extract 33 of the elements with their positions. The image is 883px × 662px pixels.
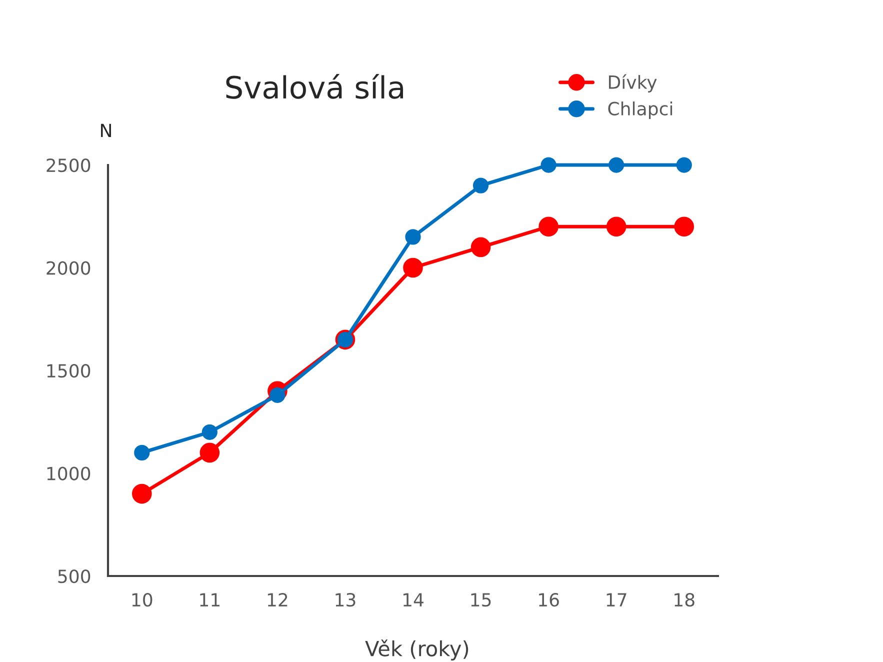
legend-label: Chlapci bbox=[608, 101, 672, 119]
x-tick-label: 14 bbox=[403, 593, 424, 606]
y-tick-label: 500 bbox=[58, 569, 90, 584]
point bbox=[132, 484, 152, 504]
x-tick-label: 15 bbox=[471, 593, 491, 607]
y-tick-label: 1500 bbox=[47, 364, 90, 378]
point bbox=[540, 157, 556, 173]
x-axis-title: Věk (roky) bbox=[365, 640, 468, 660]
point bbox=[134, 444, 150, 461]
point bbox=[200, 442, 220, 463]
point bbox=[538, 216, 558, 237]
point bbox=[470, 237, 491, 258]
y-axis-title: N bbox=[101, 124, 111, 137]
point bbox=[608, 157, 624, 173]
point bbox=[606, 216, 626, 237]
x-tick-label: 11 bbox=[200, 593, 220, 606]
x-tick-label: 12 bbox=[268, 592, 288, 606]
point bbox=[405, 229, 421, 245]
y-tick-label: 2500 bbox=[46, 158, 90, 172]
point bbox=[676, 157, 692, 173]
point bbox=[403, 258, 423, 278]
x-tick-label: 13 bbox=[336, 592, 356, 607]
point bbox=[202, 424, 218, 440]
y-tick-label: 1000 bbox=[47, 466, 90, 480]
chart-title: Svalová síla bbox=[226, 74, 403, 99]
y-tick-label: 2000 bbox=[46, 261, 90, 275]
x-tick-label: 10 bbox=[132, 592, 152, 607]
x-tick-label: 16 bbox=[539, 592, 559, 607]
point bbox=[674, 216, 694, 237]
x-tick-label: 17 bbox=[606, 593, 626, 606]
x-tick-label: 18 bbox=[674, 592, 694, 607]
point bbox=[472, 178, 489, 194]
legend-label: Dívky bbox=[608, 74, 657, 92]
